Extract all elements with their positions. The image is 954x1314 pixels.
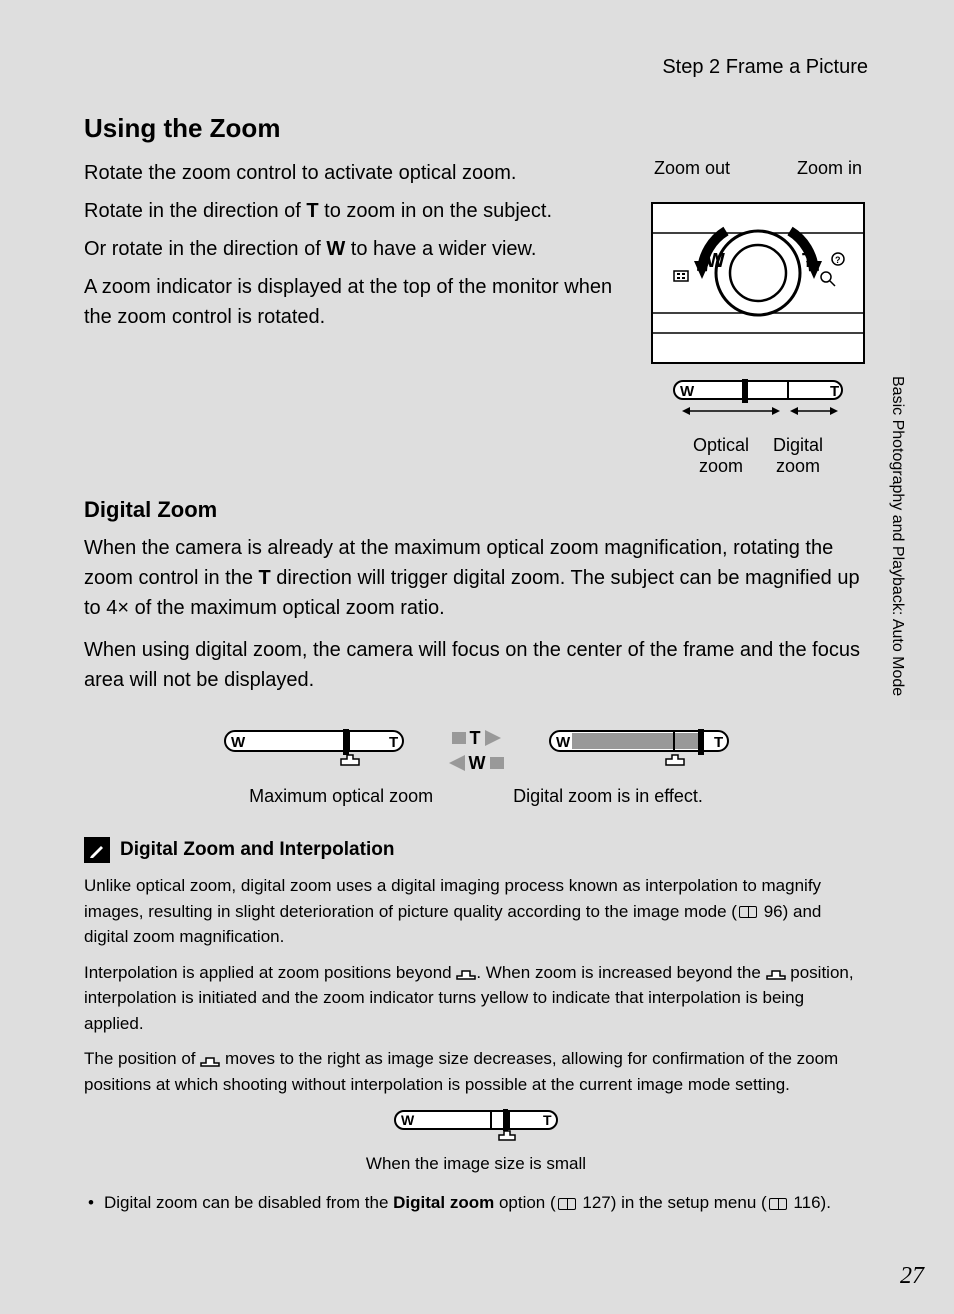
intro-p4: A zoom indicator is displayed at the top… (84, 272, 624, 332)
digital-zoom-heading: Digital Zoom (84, 497, 868, 523)
svg-text:W: W (706, 250, 725, 272)
note-p1: Unlike optical zoom, digital zoom uses a… (84, 873, 868, 950)
step-header: Step 2 Frame a Picture (84, 56, 868, 79)
zoom-in-arrow-icon (485, 730, 501, 746)
svg-text:?: ? (835, 255, 841, 265)
page-content: Step 2 Frame a Picture Using the Zoom Ro… (84, 56, 868, 1216)
manual-ref-icon (739, 906, 757, 918)
small-image-bar-icon: W T (391, 1107, 561, 1145)
intro-p2: Rotate in the direction of T to zoom in … (84, 196, 624, 226)
page-number: 27 (900, 1263, 924, 1290)
main-heading: Using the Zoom (84, 113, 868, 144)
intro-text: Rotate the zoom control to activate opti… (84, 158, 624, 477)
interpolation-marker-icon (766, 966, 786, 980)
zoom-bar-icon: W T (668, 379, 848, 429)
svg-text:W: W (231, 734, 246, 751)
tw-arrows: T W (449, 728, 504, 774)
svg-text:T: T (714, 734, 723, 751)
intro-p3: Or rotate in the direction of W to have … (84, 234, 624, 264)
digital-effect-caption: Digital zoom is in effect. (513, 786, 703, 807)
interpolation-marker-icon (456, 966, 476, 980)
small-image-caption: When the image size is small (84, 1154, 868, 1174)
svg-text:W: W (680, 383, 695, 400)
manual-ref-icon (769, 1198, 787, 1210)
max-optical-bar-icon: W T (219, 725, 409, 771)
svg-text:T: T (830, 383, 839, 400)
zoom-out-label: Zoom out (654, 158, 730, 179)
digital-effect-block: W T (544, 725, 734, 776)
note-pencil-icon (84, 837, 110, 863)
svg-text:T: T (802, 250, 814, 272)
svg-text:W: W (556, 734, 571, 751)
optical-digital-labels: Optical zoom Digital zoom (648, 435, 868, 477)
max-optical-block: W T (219, 725, 409, 776)
note-p2: Interpolation is applied at zoom positio… (84, 960, 868, 1037)
digital-zoom-label: Digital zoom (773, 435, 823, 477)
manual-ref-icon (558, 1198, 576, 1210)
svg-text:T: T (389, 734, 398, 751)
note-section: Digital Zoom and Interpolation Unlike op… (84, 837, 868, 1216)
note-title: Digital Zoom and Interpolation (120, 839, 394, 861)
zoom-out-arrow-icon (449, 755, 465, 771)
digital-p1: When the camera is already at the maximu… (84, 533, 868, 623)
digital-p2: When using digital zoom, the camera will… (84, 635, 868, 695)
optical-zoom-label: Optical zoom (693, 435, 749, 477)
camera-top-icon: W T ? (648, 183, 868, 373)
note-header: Digital Zoom and Interpolation (84, 837, 868, 863)
zoom-illustration: Zoom out Zoom in W T (648, 158, 868, 477)
zoom-out-in-labels: Zoom out Zoom in (648, 158, 868, 183)
side-chapter-label: Basic Photography and Playback: Auto Mod… (888, 376, 906, 696)
diagram-captions: Maximum optical zoom Digital zoom is in … (84, 786, 868, 807)
intro-two-column: Rotate the zoom control to activate opti… (84, 158, 868, 477)
intro-p1: Rotate the zoom control to activate opti… (84, 158, 624, 188)
zoom-diagram-row: W T T W W (84, 725, 868, 776)
note-bullet: Digital zoom can be disabled from the Di… (84, 1190, 868, 1216)
svg-text:T: T (543, 1112, 552, 1128)
small-image-bar: W T (84, 1107, 868, 1150)
svg-text:W: W (401, 1112, 415, 1128)
note-p3: The position of moves to the right as im… (84, 1046, 868, 1097)
digital-effect-bar-icon: W T (544, 725, 734, 771)
side-tab (910, 300, 954, 720)
interpolation-marker-icon (200, 1053, 220, 1067)
max-optical-caption: Maximum optical zoom (249, 786, 433, 807)
zoom-in-label: Zoom in (797, 158, 862, 179)
